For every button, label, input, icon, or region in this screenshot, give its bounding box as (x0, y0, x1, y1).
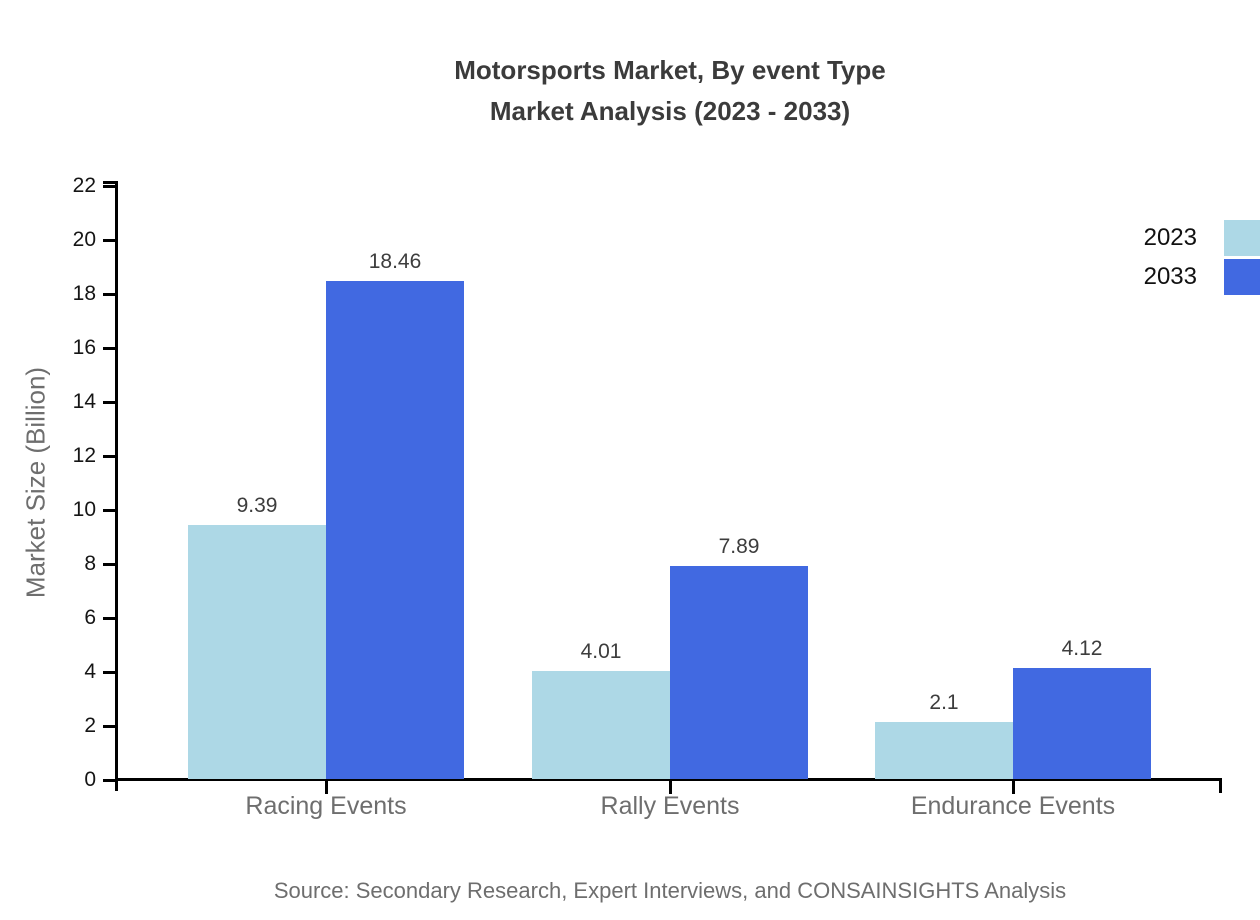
category-label: Rally Events (600, 792, 740, 820)
x-tick (325, 781, 328, 794)
y-tick-label: 22 (72, 174, 96, 197)
y-tick (103, 563, 115, 566)
bar[interactable] (188, 525, 326, 779)
y-tick (103, 509, 115, 512)
y-tick (103, 617, 115, 620)
x-tick (1012, 781, 1015, 794)
y-tick (103, 455, 115, 458)
y-tick (103, 239, 115, 242)
value-label: 18.46 (368, 249, 422, 273)
category-label: Racing Events (245, 792, 407, 820)
y-tick-label: 0 (84, 768, 96, 791)
y-tick-label: 10 (72, 498, 96, 521)
bar[interactable] (875, 722, 1013, 779)
category-label: Endurance Events (910, 792, 1116, 820)
y-tick (103, 347, 115, 350)
chart-title-line1: Motorsports Market, By event Type (454, 55, 886, 85)
y-tick-label: 12 (72, 444, 96, 467)
y-tick-label: 18 (72, 282, 96, 305)
y-tick-label: 14 (72, 390, 96, 413)
legend-label: 2033 (1143, 263, 1197, 290)
bar[interactable] (326, 280, 464, 779)
y-tick-label: 8 (84, 552, 96, 575)
value-label: 7.89 (718, 534, 760, 558)
x-axis-right-cap (1219, 780, 1222, 793)
legend-swatch (1224, 220, 1260, 256)
bar[interactable] (1013, 667, 1151, 779)
y-axis-line (115, 181, 118, 791)
y-tick (103, 779, 115, 782)
bar[interactable] (670, 565, 808, 779)
chart-title-line2: Market Analysis (2023 - 2033) (489, 96, 851, 126)
legend-swatch (1224, 259, 1260, 295)
y-tick (103, 185, 115, 188)
y-tick-label: 20 (72, 228, 96, 251)
x-axis-line (115, 778, 1222, 781)
bar[interactable] (532, 670, 670, 779)
y-tick-label: 6 (84, 606, 96, 629)
y-tick (103, 725, 115, 728)
legend-label: 2023 (1143, 224, 1197, 251)
source-text: Source: Secondary Research, Expert Inter… (273, 878, 1067, 903)
y-tick (103, 293, 115, 296)
value-label: 4.12 (1061, 636, 1103, 660)
value-label: 2.1 (929, 691, 959, 715)
y-tick-label: 16 (72, 336, 96, 359)
y-tick-label: 4 (84, 660, 96, 683)
x-tick (669, 781, 672, 794)
y-axis-top-cap (103, 181, 115, 184)
y-tick (103, 401, 115, 404)
y-tick-label: 2 (84, 714, 96, 737)
value-label: 9.39 (236, 494, 278, 518)
chart-title: Motorsports Market, By event Type Market… (78, 50, 1260, 132)
value-label: 4.01 (580, 639, 622, 663)
y-tick (103, 671, 115, 674)
